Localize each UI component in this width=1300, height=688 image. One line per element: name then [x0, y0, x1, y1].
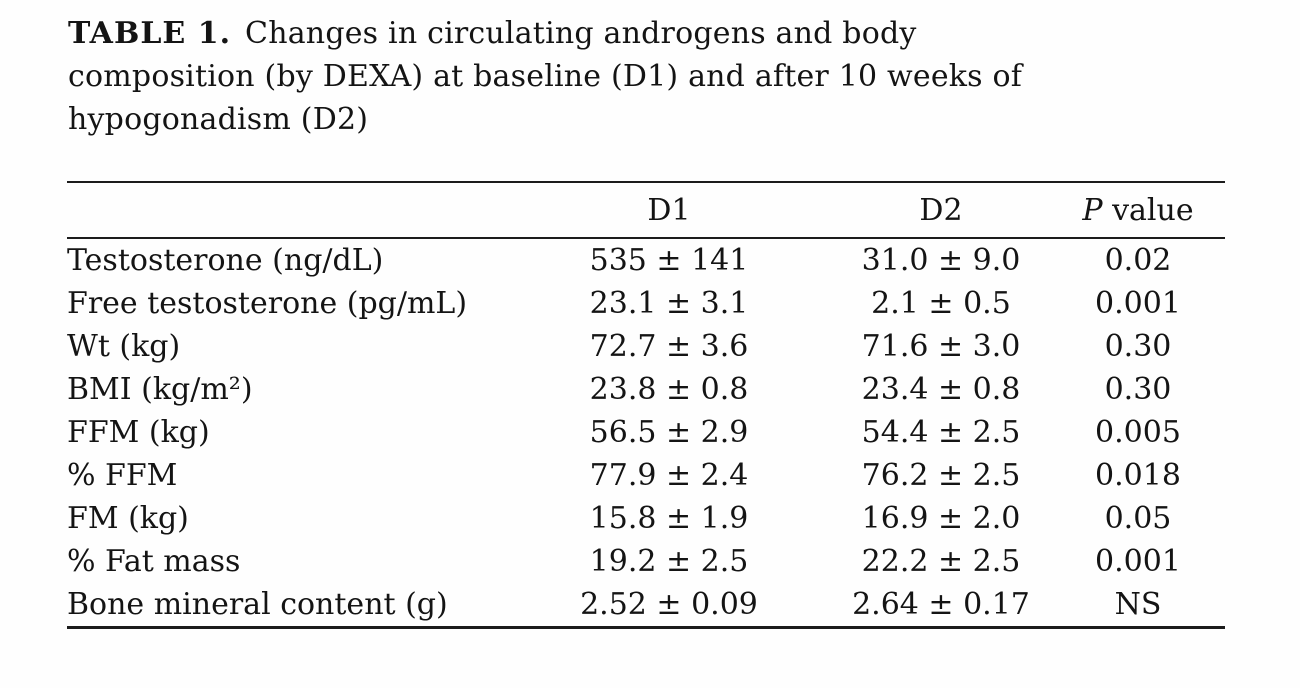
header-p-rest: value	[1102, 192, 1194, 228]
cell-metric: Testosterone (ng/dL)	[67, 243, 384, 278]
cell-d1: 15.8 ± 1.9	[589, 501, 749, 536]
table-row: % Fat mass 19.2 ± 2.5 22.2 ± 2.5 0.001	[67, 540, 1225, 583]
cell-d2: 31.0 ± 9.0	[861, 243, 1021, 278]
table-caption-text-line3: hypogonadism (D2)	[68, 102, 369, 137]
table-row: FFM (kg) 56.5 ± 2.9 54.4 ± 2.5 0.005	[67, 411, 1225, 454]
header-metric	[67, 182, 507, 239]
cell-metric: FM (kg)	[67, 501, 189, 536]
table-header-row: D1 D2 P value	[67, 182, 1225, 239]
cell-p-value: 0.05	[1104, 501, 1172, 536]
cell-d1: 23.8 ± 0.8	[589, 372, 749, 407]
cell-d2: 22.2 ± 2.5	[861, 544, 1021, 579]
cell-d1: 56.5 ± 2.9	[589, 415, 749, 450]
cell-d2: 23.4 ± 0.8	[861, 372, 1021, 407]
cell-d2: 76.2 ± 2.5	[861, 458, 1021, 493]
results-table-container: D1 D2 P value Testosterone (ng/dL) 535 ±…	[67, 181, 1225, 629]
table-caption-number: TABLE 1.	[68, 16, 232, 51]
cell-metric: Bone mineral content (g)	[67, 587, 448, 622]
header-p-italic: P	[1082, 192, 1103, 228]
table-row: % FFM 77.9 ± 2.4 76.2 ± 2.5 0.018	[67, 454, 1225, 497]
header-d2: D2	[831, 182, 1051, 239]
table-caption-text-line2: composition (by DEXA) at baseline (D1) a…	[68, 59, 1023, 94]
cell-d2: 71.6 ± 3.0	[861, 329, 1021, 364]
cell-p-value: 0.30	[1104, 372, 1172, 407]
cell-d1: 23.1 ± 3.1	[589, 286, 749, 321]
header-p-value: P value	[1051, 182, 1225, 239]
table-row: Testosterone (ng/dL) 535 ± 141 31.0 ± 9.…	[67, 238, 1225, 282]
cell-d2: 16.9 ± 2.0	[861, 501, 1021, 536]
table-row: Bone mineral content (g) 2.52 ± 0.09 2.6…	[67, 583, 1225, 628]
cell-d1: 72.7 ± 3.6	[589, 329, 749, 364]
cell-metric: FFM (kg)	[67, 415, 210, 450]
cell-p-value: 0.001	[1095, 286, 1181, 321]
cell-d1: 535 ± 141	[589, 243, 749, 278]
cell-p-value: 0.30	[1104, 329, 1172, 364]
cell-p-value: 0.005	[1095, 415, 1181, 450]
cell-metric: Free testosterone (pg/mL)	[67, 286, 468, 321]
table-row: BMI (kg/m²) 23.8 ± 0.8 23.4 ± 0.8 0.30	[67, 368, 1225, 411]
cell-d1: 2.52 ± 0.09	[580, 587, 758, 622]
cell-p-value: 0.018	[1095, 458, 1181, 493]
cell-metric: % FFM	[67, 458, 178, 493]
cell-d1: 19.2 ± 2.5	[589, 544, 749, 579]
cell-d2: 2.64 ± 0.17	[852, 587, 1030, 622]
cell-p-value: 0.02	[1104, 243, 1172, 278]
header-d1: D1	[507, 182, 831, 239]
table-caption-text-line1: Changes in circulating androgens and bod…	[245, 16, 917, 51]
table-row: FM (kg) 15.8 ± 1.9 16.9 ± 2.0 0.05	[67, 497, 1225, 540]
table-row: Wt (kg) 72.7 ± 3.6 71.6 ± 3.0 0.30	[67, 325, 1225, 368]
table-caption: TABLE 1. Changes in circulating androgens…	[68, 12, 1208, 141]
cell-p-value: 0.001	[1095, 544, 1181, 579]
table-row: Free testosterone (pg/mL) 23.1 ± 3.1 2.1…	[67, 282, 1225, 325]
cell-d2: 2.1 ± 0.5	[871, 286, 1011, 321]
results-table: D1 D2 P value Testosterone (ng/dL) 535 ±…	[67, 181, 1225, 629]
cell-metric: BMI (kg/m²)	[67, 372, 253, 407]
cell-d2: 54.4 ± 2.5	[861, 415, 1021, 450]
cell-d1: 77.9 ± 2.4	[589, 458, 749, 493]
cell-p-value: NS	[1114, 587, 1162, 622]
cell-metric: Wt (kg)	[67, 329, 181, 364]
cell-metric: % Fat mass	[67, 544, 241, 579]
